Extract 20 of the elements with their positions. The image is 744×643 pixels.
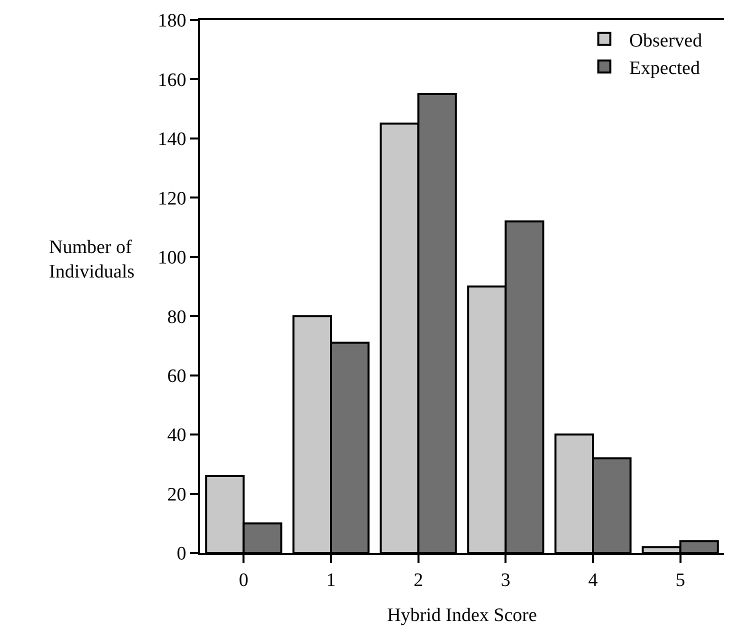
y-tick-label: 100 [158, 248, 186, 269]
x-tick-label: 1 [326, 570, 336, 591]
x-tick-label: 4 [588, 570, 598, 591]
y-tick-label: 140 [158, 129, 186, 150]
y-tick-label: 0 [176, 544, 186, 565]
y-tick-label: 40 [167, 425, 186, 446]
y-axis-title: Number of Individuals [49, 237, 134, 283]
legend-label: Observed [629, 30, 703, 52]
y-tick-label: 20 [167, 484, 186, 506]
y-tick-label: 60 [167, 366, 186, 387]
x-tick-label: 5 [676, 570, 686, 591]
x-tick-label: 0 [238, 570, 248, 591]
x-axis-title: Hybrid Index Score [387, 605, 537, 626]
y-tick-label: 80 [167, 306, 186, 328]
x-tick-label: 2 [414, 570, 424, 591]
y-tick-label: 160 [158, 70, 186, 91]
y-tick-label: 120 [158, 188, 186, 210]
legend-label: Expected [629, 58, 700, 79]
x-tick-label: 3 [500, 570, 510, 591]
y-tick-label: 180 [158, 10, 186, 32]
